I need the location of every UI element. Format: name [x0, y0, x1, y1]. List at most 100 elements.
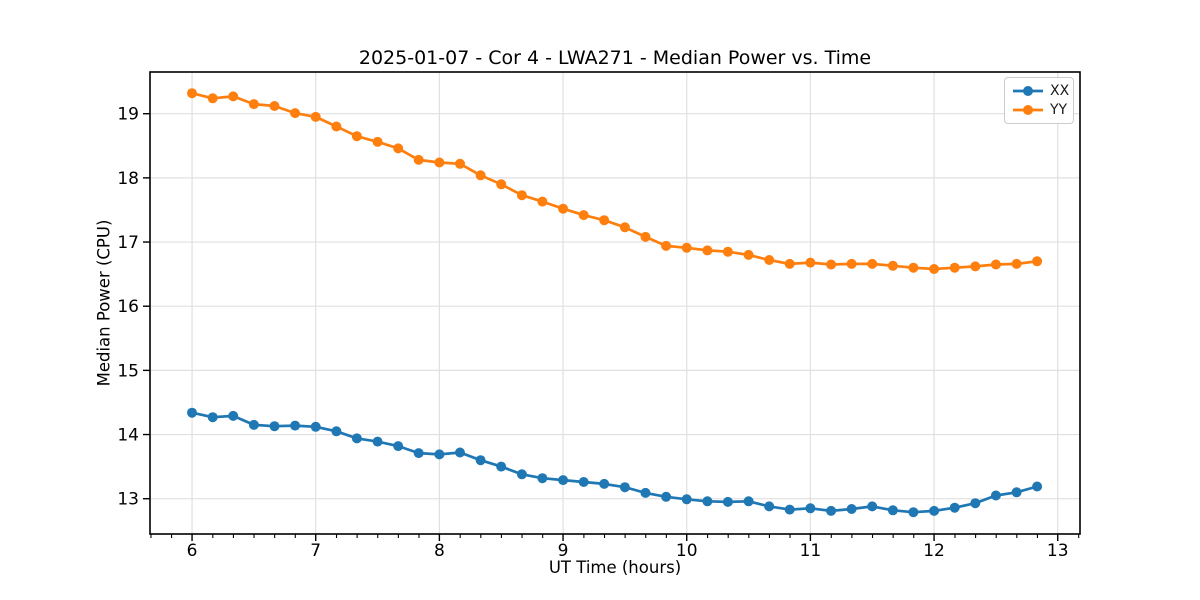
series-XX-marker [248, 419, 259, 430]
series-YY-marker [187, 88, 197, 99]
series-YY-marker [846, 258, 857, 269]
y-tick-label: 17 [117, 233, 139, 253]
series-XX-marker [207, 412, 218, 423]
series-YY-marker [558, 203, 569, 214]
series-XX-marker [372, 436, 383, 447]
y-tick-label: 14 [117, 426, 139, 446]
series-YY-marker [640, 231, 651, 242]
series-YY-marker [537, 196, 548, 207]
series-XX-marker [661, 491, 672, 502]
series-YY-marker [434, 157, 445, 168]
series-XX-marker [434, 449, 445, 460]
series-XX-marker [1011, 487, 1022, 498]
series-YY-marker [784, 258, 795, 269]
series-XX-marker [764, 501, 775, 512]
series-XX-marker [578, 477, 589, 487]
series-YY-marker [908, 262, 919, 273]
x-tick-label: 11 [800, 541, 822, 561]
series-XX-marker [290, 420, 301, 431]
series-XX-marker [702, 496, 713, 507]
series-XX-marker [722, 496, 733, 507]
chart-title: 2025-01-07 - Cor 4 - LWA271 - Median Pow… [358, 47, 872, 69]
series-XX-marker [846, 504, 857, 514]
series-YY-marker [743, 249, 754, 260]
series-YY-marker [1011, 258, 1022, 269]
series-YY-marker [331, 121, 342, 132]
series-XX-marker [867, 501, 878, 512]
series-XX-marker [908, 507, 919, 518]
series-XX-marker [269, 421, 280, 432]
series-XX-marker [516, 469, 527, 480]
series-YY-marker [990, 259, 1001, 270]
series-XX-marker [351, 433, 362, 444]
legend-label: YY [1050, 102, 1068, 118]
series-YY-marker [681, 242, 692, 253]
series-YY-marker [475, 170, 486, 181]
x-tick-label: 12 [923, 541, 945, 561]
legend-line-marker-icon [1013, 105, 1043, 115]
x-tick-label: 13 [1047, 541, 1069, 561]
series-XX-marker [537, 473, 548, 484]
series-YY-marker [949, 262, 960, 273]
series-XX-marker [496, 461, 507, 472]
x-tick-label: 7 [310, 541, 321, 561]
series-YY-marker [867, 258, 878, 269]
series-XX-marker [619, 482, 630, 493]
series-XX-marker [784, 504, 795, 515]
series-XX-marker [929, 505, 940, 516]
y-axis-label: Median Power (CPU) [94, 219, 114, 387]
series-XX-marker [970, 498, 981, 509]
series-YY-marker [764, 255, 775, 265]
series-XX-marker [331, 426, 342, 437]
series-YY-marker [970, 261, 981, 272]
series-YY-marker [805, 257, 816, 268]
series-YY-marker [207, 93, 218, 104]
series-YY-marker [228, 91, 239, 102]
series-XX-marker [887, 505, 898, 516]
y-tick-label: 15 [117, 361, 139, 381]
series-YY-marker [578, 210, 589, 221]
series-XX-marker [805, 503, 816, 514]
series-XX-marker [558, 475, 569, 486]
series-YY-marker [826, 259, 837, 270]
x-axis-label: UT Time (hours) [548, 558, 682, 577]
series-XX-marker [310, 421, 321, 432]
series-XX-marker [187, 407, 197, 418]
series-XX-marker [475, 455, 486, 466]
axes-spines [149, 71, 1081, 535]
series-YY-marker [1032, 256, 1043, 267]
series-YY-marker [887, 260, 898, 271]
series-YY-marker [929, 264, 940, 274]
x-tick-label: 9 [558, 541, 569, 561]
x-tick-label: 10 [676, 541, 698, 561]
y-tick-label: 19 [117, 105, 139, 125]
legend-entry-YY: YY [1012, 102, 1067, 118]
series-YY-marker [661, 240, 672, 251]
legend-line-marker-icon [1013, 86, 1043, 96]
series-YY-marker [269, 101, 280, 111]
series-XX-marker [1032, 481, 1043, 492]
series-YY-marker [599, 215, 610, 226]
legend-label: XX [1050, 83, 1070, 99]
series-XX-marker [393, 441, 404, 452]
series-XX-marker [949, 502, 960, 513]
x-tick-label: 6 [187, 541, 198, 561]
series-XX-marker [228, 410, 239, 421]
legend: XX YY [1004, 77, 1074, 124]
series-XX-marker [455, 447, 465, 458]
y-tick-label: 16 [117, 297, 139, 317]
series-XX-marker [640, 487, 651, 498]
series-XX-marker [990, 490, 1001, 501]
series-YY-marker [702, 245, 713, 256]
y-tick-label: 18 [117, 169, 139, 189]
series-YY-marker [496, 179, 507, 190]
series-YY-marker [516, 190, 527, 201]
series-XX-marker [681, 494, 692, 505]
series-YY-marker [351, 131, 362, 142]
series-XX-marker [599, 478, 610, 489]
series-XX-marker [826, 505, 837, 516]
legend-entry-XX: XX [1012, 83, 1070, 99]
y-tick-label: 13 [117, 490, 139, 510]
